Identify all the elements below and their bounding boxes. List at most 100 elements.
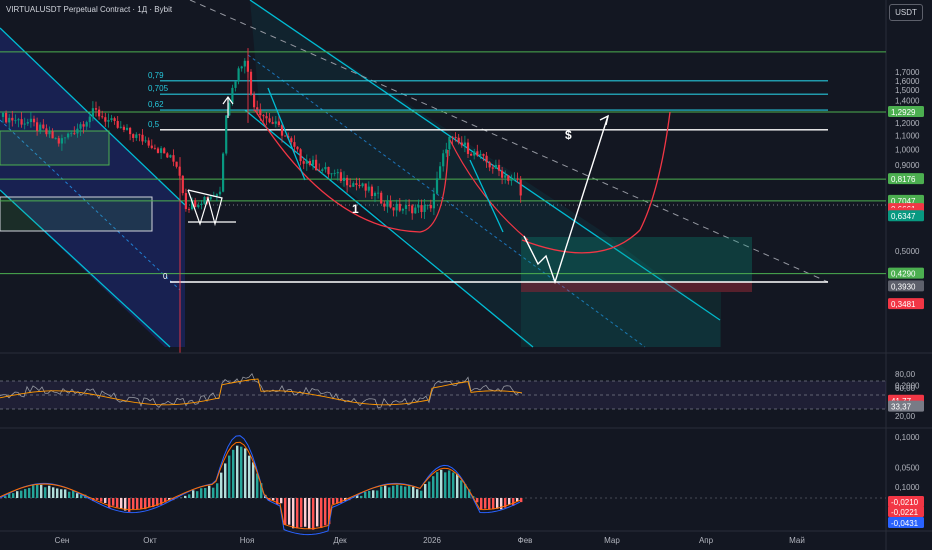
macd-bar (116, 498, 119, 508)
macd-bar (16, 491, 19, 498)
currency-button[interactable]: USDT (889, 4, 923, 21)
candle-body (57, 138, 60, 144)
channel-line (249, 0, 721, 321)
candle-body (184, 193, 187, 210)
candle-body (231, 87, 234, 103)
candle-body (448, 136, 451, 150)
macd-bar (104, 498, 107, 503)
candle-body (513, 178, 516, 180)
macd-bar (444, 472, 447, 498)
candle-body (271, 122, 274, 124)
chart-title: VIRTUALUSDT Perpetual Contract · 1Д · By… (6, 5, 173, 14)
candle-body (361, 183, 364, 187)
macd-bar (440, 469, 443, 498)
macd-bar (520, 498, 523, 503)
macd-bar (144, 498, 147, 510)
candle-body (302, 161, 305, 164)
candle-body (119, 126, 122, 128)
candle-body (160, 148, 163, 153)
candle-body (411, 205, 414, 214)
macd-badge: -0,0210 (888, 496, 924, 507)
candle-body (439, 166, 442, 179)
fib-label: 0,79 (148, 71, 164, 80)
candle-body (91, 108, 94, 117)
macd-bar (120, 498, 123, 509)
y-tick-label: 0,2000 (895, 381, 920, 390)
candle-body (166, 153, 169, 158)
candle-body (460, 142, 463, 146)
candle-body (94, 108, 98, 110)
candle-body (253, 94, 256, 108)
candle-body (110, 118, 113, 121)
y-tick-label: 1,0000 (895, 146, 920, 155)
macd-bar (96, 498, 99, 500)
candle-body (222, 153, 225, 192)
candle-body (401, 208, 404, 211)
candle-body (194, 200, 197, 208)
macd-bar (504, 498, 507, 508)
candle-body (36, 122, 39, 131)
candle-body (352, 183, 355, 187)
candle-body (197, 204, 200, 208)
candle-body (138, 134, 141, 136)
macd-bar (420, 490, 423, 498)
candle-body (349, 185, 352, 187)
candle-body (494, 164, 497, 169)
macd-bar (436, 472, 439, 498)
macd-bar (448, 470, 451, 498)
price-badge: 0,8176 (888, 173, 924, 185)
macd-bar (224, 463, 227, 498)
macd-bar (396, 484, 399, 498)
macd-bar (216, 483, 219, 498)
x-tick-label: Мар (604, 536, 620, 545)
triangle-pattern (187, 189, 223, 227)
y-tick-label: 80,00 (895, 370, 916, 379)
macd-bar (260, 483, 263, 498)
macd-bar (20, 490, 23, 498)
candle-body (1, 112, 5, 117)
macd-bar (52, 487, 55, 498)
candle-body (132, 134, 135, 138)
candle-body (336, 172, 339, 174)
candle-body (442, 153, 445, 167)
candle-body (125, 127, 129, 130)
candle-body (380, 192, 383, 204)
candle-body (51, 131, 54, 139)
macd-bar (64, 489, 67, 498)
candle-body (504, 175, 507, 178)
candle-body (479, 154, 482, 156)
candle-body (293, 142, 296, 147)
macd-bar (364, 491, 367, 498)
candle-body (82, 124, 85, 127)
x-tick-label: Апр (699, 536, 714, 545)
macd-bar (456, 473, 459, 498)
candle-body (318, 170, 321, 172)
macd-bar (320, 498, 323, 529)
candle-body (39, 124, 42, 131)
annotation-label: $ (565, 128, 572, 142)
wedge-line (469, 159, 504, 233)
macd-bar (124, 498, 127, 511)
macd-badge: -0,0431 (888, 517, 924, 528)
candle-body (305, 160, 308, 164)
macd-bar (392, 485, 395, 498)
macd-bar (240, 446, 243, 498)
macd-bar (24, 489, 27, 498)
candle-body (70, 133, 73, 135)
candle-body (20, 119, 23, 125)
candle-body (175, 161, 178, 167)
candle-body (435, 178, 439, 194)
macd-bar (500, 498, 503, 510)
price-badge: 0,4290 (888, 267, 924, 279)
macd-bar (128, 498, 131, 512)
candle-body (5, 112, 8, 123)
candle-body (457, 137, 460, 143)
candle-body (262, 115, 265, 117)
price-badge-label: 0,8176 (891, 175, 916, 184)
candle-body (426, 204, 429, 206)
arrow-head (599, 114, 610, 126)
macd-bar (140, 498, 143, 509)
x-tick-label: 2026 (423, 536, 441, 545)
curve (449, 139, 529, 241)
